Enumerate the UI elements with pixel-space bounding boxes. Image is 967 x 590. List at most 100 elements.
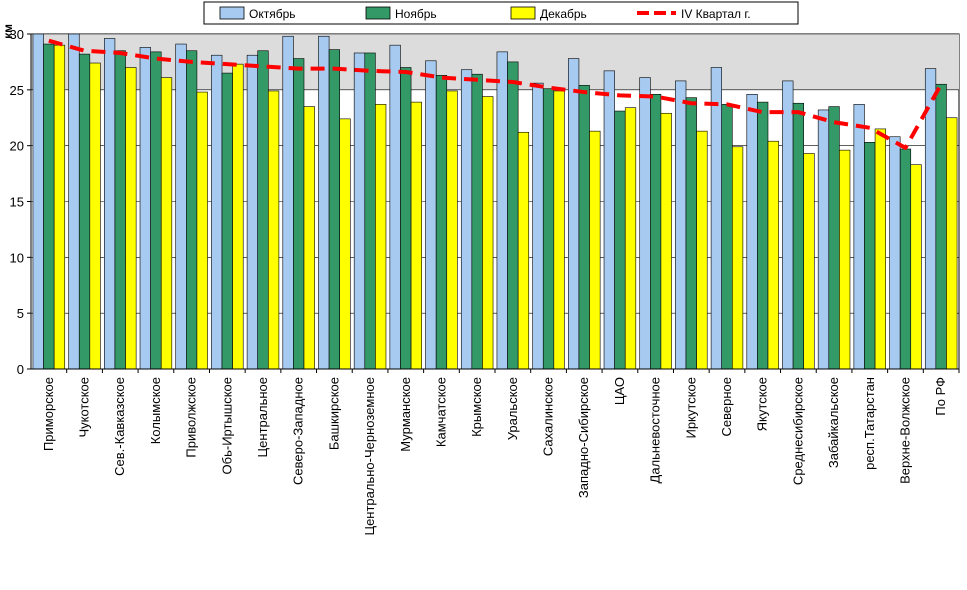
x-tick-label: Западно-Сибирское <box>576 377 591 498</box>
x-tick-label: Северо-Западное <box>291 377 306 485</box>
bar-Декабрь <box>339 118 351 370</box>
y-tick-label: 25 <box>10 83 24 98</box>
bar-Декабрь <box>232 63 244 370</box>
bar-Ноябрь <box>221 72 233 370</box>
bar-Октябрь <box>603 70 615 370</box>
bar-Декабрь <box>160 77 173 370</box>
x-tick-label: Сев.-Кавказское <box>112 377 127 476</box>
bar-Ноябрь <box>542 88 555 370</box>
bar-Октябрь <box>675 80 687 370</box>
bar-Декабрь <box>910 164 922 370</box>
bar-Декабрь <box>946 117 958 370</box>
bar-Декабрь <box>410 101 422 370</box>
bar-Ноябрь <box>43 43 55 370</box>
y-tick-label: 20 <box>10 139 24 154</box>
legend-box <box>203 1 799 25</box>
bar-Декабрь <box>767 140 779 370</box>
y-tick-label: 10 <box>10 250 24 265</box>
x-tick-label: ЦАО <box>612 377 627 405</box>
bar-Октябрь <box>639 77 651 370</box>
bar-Декабрь <box>196 91 208 370</box>
bar-Ноябрь <box>614 110 626 370</box>
bar-Ноябрь <box>757 101 769 370</box>
x-tick-label: Центральное <box>255 377 270 457</box>
legend-label: Ноябрь <box>395 7 437 21</box>
bar-Ноябрь <box>293 58 305 370</box>
x-tick-label: Среднесибирское <box>790 377 805 485</box>
bar-Декабрь <box>89 62 101 370</box>
x-tick-label: Сахалинское <box>541 377 556 456</box>
x-tick-label: По РФ <box>933 377 948 416</box>
bar-Декабрь <box>624 107 637 370</box>
x-tick-label: Якутское <box>755 377 770 431</box>
x-tick-label: Иркутское <box>683 377 698 439</box>
bar-Декабрь <box>446 90 458 370</box>
x-tick-label: респ.Татарстан <box>862 377 877 470</box>
legend-label: Декабрь <box>540 7 587 21</box>
x-tick-label: Уральское <box>505 377 520 440</box>
bar-Ноябрь <box>578 85 590 370</box>
x-tick-label: Крымское <box>469 377 484 437</box>
bar-Ноябрь <box>650 94 662 370</box>
y-tick-label: 5 <box>17 306 24 321</box>
x-tick-label: Забайкальское <box>826 377 841 468</box>
bar-Ноябрь <box>935 83 947 370</box>
legend-swatch <box>365 6 391 20</box>
x-tick-label: Северное <box>719 377 734 436</box>
bar-Октябрь <box>710 67 722 370</box>
legend-label: IV Квартал г. <box>681 7 751 21</box>
bar-Октябрь <box>746 94 758 370</box>
legend: Октябрь Ноябрь Декабрь IV Квартал г. <box>203 1 799 25</box>
bar-Октябрь <box>318 35 330 370</box>
bar-Октябрь <box>104 38 116 370</box>
bar-Ноябрь <box>507 61 519 370</box>
bar-Декабрь <box>375 104 387 370</box>
bar-Октябрь <box>68 33 80 370</box>
bar-Ноябрь <box>328 49 340 370</box>
bar-Ноябрь <box>364 52 376 370</box>
bar-Ноябрь <box>471 73 483 370</box>
bar-Ноябрь <box>257 50 269 370</box>
x-tick-label: Колымское <box>148 377 163 444</box>
legend-swatch <box>219 6 245 20</box>
x-tick-label: Приволжское <box>184 377 199 458</box>
bar-Декабрь <box>553 90 565 370</box>
legend-label: Октябрь <box>249 7 296 21</box>
bar-Ноябрь <box>828 106 840 370</box>
bar-Декабрь <box>53 44 66 370</box>
axes: 0 5 10 15 20 25 30 Приморское Чукотское Сев.-Кавк… <box>10 27 960 536</box>
x-tick-label: Дальневосточное <box>648 377 663 483</box>
bar-Ноябрь <box>186 50 198 370</box>
bar-Октябрь <box>211 54 223 370</box>
bar-Октябрь <box>353 52 366 370</box>
bar-Декабрь <box>731 146 744 370</box>
series-line-quarter <box>48 38 943 150</box>
bar-Ноябрь <box>78 53 91 370</box>
y-tick-label: 30 <box>10 27 24 42</box>
bar-Декабрь <box>517 131 530 370</box>
x-tick-label: Башкирское <box>326 377 341 450</box>
bar-Ноябрь <box>114 50 126 370</box>
bar-Октябрь <box>568 58 580 370</box>
bar-Ноябрь <box>685 97 697 370</box>
bar-Октябрь <box>32 33 44 370</box>
bar-Декабрь <box>803 153 815 370</box>
bar-Ноябрь <box>721 104 733 370</box>
x-tick-label: Обь-Иртышское <box>219 377 234 474</box>
bar-Декабрь <box>589 130 601 370</box>
bar-Октябрь <box>175 43 187 370</box>
bar-Ноябрь <box>864 142 876 370</box>
bar-Октябрь <box>425 60 437 370</box>
bar-Ноябрь <box>150 51 162 370</box>
bar-Ноябрь <box>400 67 412 370</box>
bar-Ноябрь <box>792 102 804 370</box>
bar-Октябрь <box>389 44 401 370</box>
bar-Октябрь <box>853 104 865 370</box>
bar-Декабрь <box>267 90 280 370</box>
bar-Ноябрь <box>435 75 448 370</box>
bar-Октябрь <box>532 82 544 370</box>
bar-Декабрь <box>660 112 672 370</box>
y-axis-label: км <box>1 24 15 39</box>
bar-Октябрь <box>889 136 901 370</box>
